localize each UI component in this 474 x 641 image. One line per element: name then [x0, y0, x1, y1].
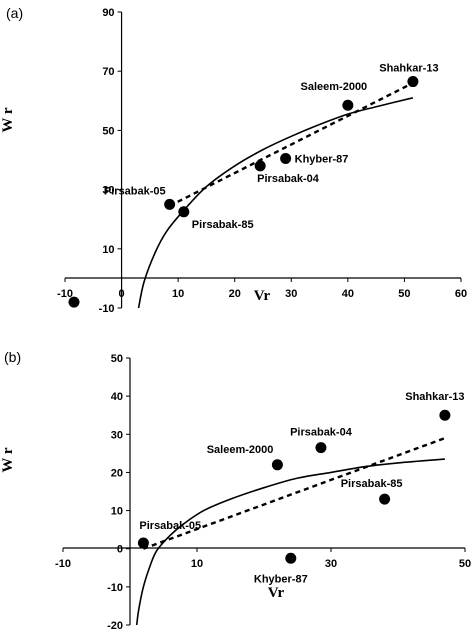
point-label: Shahkar-13 [405, 391, 464, 403]
x-tick-label: 20 [229, 288, 241, 300]
point-label: Pirsabak-04 [257, 173, 320, 185]
y-tick-label: -20 [107, 620, 123, 632]
parabola-curve [137, 97, 414, 309]
x-axis-label: Vr [268, 585, 285, 601]
regression-line [142, 436, 446, 550]
regression-line [169, 81, 414, 207]
y-tick-label: 70 [102, 66, 114, 78]
y-tick-label: 40 [111, 391, 123, 403]
x-tick-label: 0 [119, 288, 125, 300]
point-label: Shahkar-13 [379, 63, 438, 75]
y-tick-label: 50 [111, 353, 123, 365]
y-tick-label: 10 [111, 506, 123, 518]
x-tick-label: 10 [191, 558, 203, 570]
panel-label: (a) [6, 5, 23, 21]
point-label: Khyber-87 [254, 573, 308, 585]
panel-label: (b) [4, 349, 21, 365]
y-tick-label: 90 [102, 7, 114, 19]
y-tick-label: -10 [99, 303, 115, 315]
x-tick-label: -10 [57, 288, 73, 300]
point-label: Pirsabak-05 [139, 520, 201, 532]
point-label: Pirsabak-05 [104, 185, 166, 197]
data-point [315, 442, 327, 454]
y-tick-label: 10 [102, 244, 114, 256]
point-label: Pirsabak-04 [290, 427, 353, 439]
parabola-curve [135, 458, 445, 626]
data-point [285, 552, 297, 564]
y-tick-label: 20 [111, 467, 123, 479]
x-axis-label: Vr [254, 288, 271, 304]
y-axis-label: W r [0, 447, 16, 472]
y-tick-label: 30 [111, 429, 123, 441]
x-tick-label: 50 [459, 558, 471, 570]
data-point [280, 153, 292, 165]
data-point [407, 76, 419, 88]
point-label: Pirsabak-85 [341, 478, 403, 490]
x-tick-label: -10 [55, 558, 71, 570]
point-label: Pirsabak-85 [192, 219, 254, 231]
x-tick-label: 30 [285, 288, 297, 300]
data-point [271, 459, 283, 471]
data-point [137, 537, 149, 549]
y-tick-label: 50 [102, 125, 114, 137]
x-tick-label: 40 [342, 288, 354, 300]
x-tick-label: 30 [325, 558, 337, 570]
x-tick-label: 50 [398, 288, 410, 300]
x-tick-label: 10 [172, 288, 184, 300]
x-tick-label: 60 [455, 288, 467, 300]
data-point [68, 296, 80, 308]
data-point [178, 206, 190, 218]
y-axis-label: W r [0, 107, 16, 132]
point-label: Khyber-87 [295, 154, 349, 166]
data-point [379, 493, 391, 505]
point-label: Saleem-2000 [301, 81, 368, 93]
data-point [342, 99, 354, 111]
y-tick-label: -10 [107, 582, 123, 594]
data-point [254, 160, 266, 172]
y-tick-label: 30 [102, 185, 114, 197]
data-point [439, 409, 451, 421]
y-tick-label: 0 [117, 544, 123, 556]
point-label: Saleem-2000 [207, 444, 274, 456]
data-point [164, 198, 176, 210]
